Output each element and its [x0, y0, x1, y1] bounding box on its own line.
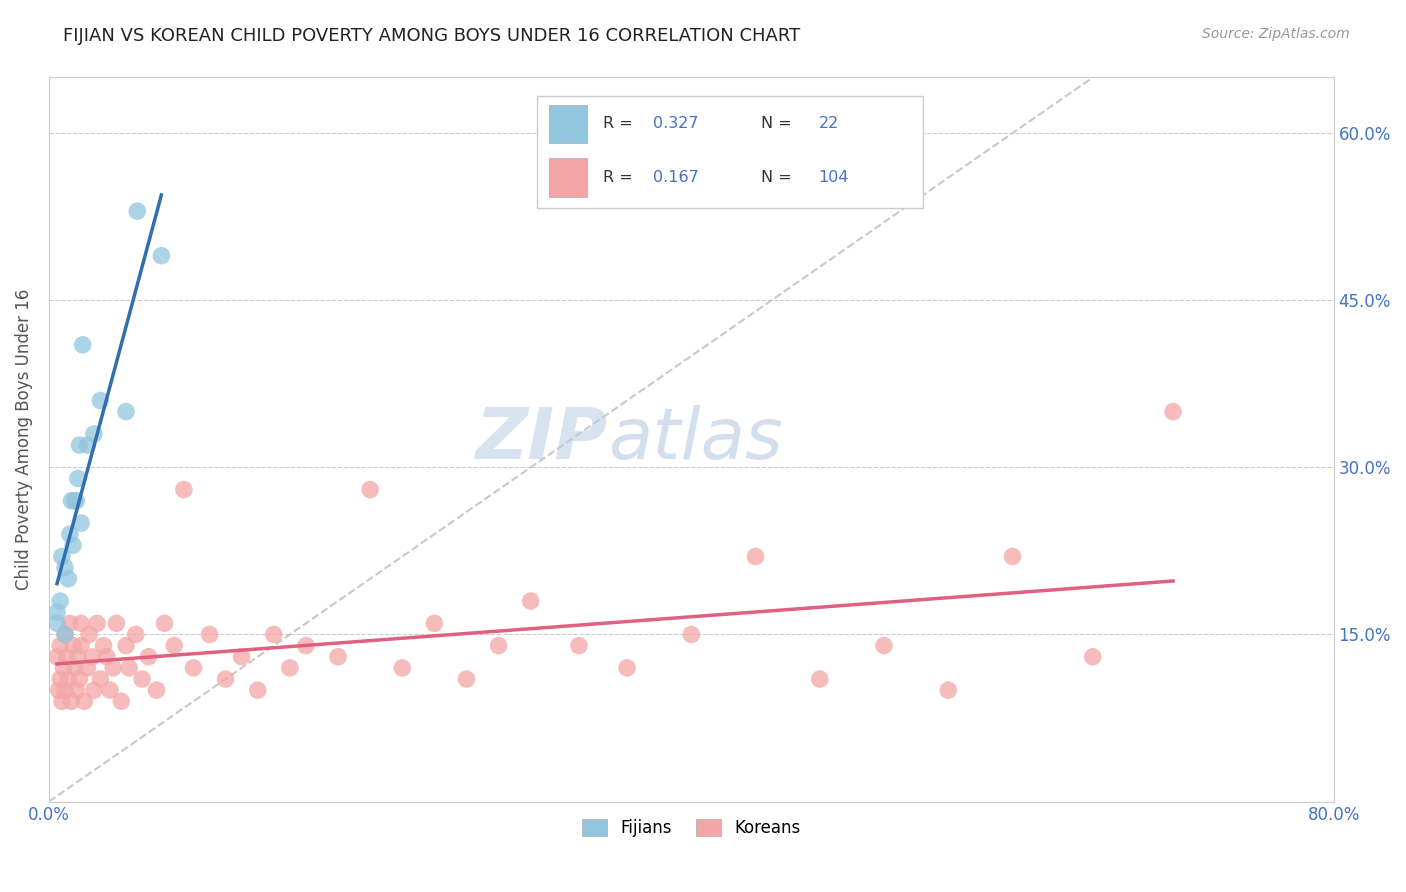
Point [49, 594, 72, 608]
Point [153, 616, 176, 631]
Point [53, 627, 76, 641]
Point [76, 661, 98, 675]
Point [66, 649, 89, 664]
Point [1001, 549, 1024, 564]
Point [138, 649, 160, 664]
Point [125, 627, 148, 641]
Point [214, 672, 236, 686]
Point [58, 572, 80, 586]
Point [1161, 404, 1184, 418]
Point [76, 438, 98, 452]
Point [115, 639, 138, 653]
Point [46, 616, 69, 631]
Point [59, 527, 82, 541]
Text: Source: ZipAtlas.com: Source: ZipAtlas.com [1202, 27, 1350, 41]
Point [110, 694, 132, 708]
Point [49, 672, 72, 686]
Point [82, 649, 104, 664]
Point [936, 683, 959, 698]
Point [163, 639, 186, 653]
Point [83, 683, 105, 698]
Point [51, 694, 73, 708]
Point [46, 649, 69, 664]
Point [456, 672, 478, 686]
Point [51, 549, 73, 564]
Point [62, 538, 84, 552]
Point [150, 249, 173, 263]
Point [359, 483, 381, 497]
Point [173, 483, 195, 497]
Point [89, 672, 111, 686]
Point [488, 639, 510, 653]
Point [73, 694, 96, 708]
Point [1081, 649, 1104, 664]
Point [62, 639, 84, 653]
Point [131, 672, 153, 686]
Point [278, 661, 301, 675]
Point [744, 549, 766, 564]
Point [86, 616, 108, 631]
Point [96, 649, 118, 664]
Point [65, 493, 87, 508]
Point [72, 338, 94, 352]
Point [873, 639, 896, 653]
Point [48, 683, 70, 698]
Point [69, 438, 91, 452]
Point [89, 393, 111, 408]
Point [55, 649, 77, 664]
Point [231, 649, 253, 664]
Point [83, 426, 105, 441]
Point [60, 493, 83, 508]
Point [70, 516, 93, 530]
Point [105, 616, 128, 631]
Y-axis label: Child Poverty Among Boys Under 16: Child Poverty Among Boys Under 16 [15, 289, 32, 591]
Point [53, 683, 76, 698]
Point [198, 627, 221, 641]
Point [46, 605, 69, 619]
Legend: Fijians, Koreans: Fijians, Koreans [575, 813, 807, 844]
Point [98, 683, 121, 698]
Point [53, 627, 76, 641]
Point [616, 661, 638, 675]
Text: atlas: atlas [607, 405, 782, 474]
Point [127, 204, 149, 219]
Point [115, 404, 138, 418]
Point [49, 639, 72, 653]
Point [103, 661, 125, 675]
Text: ZIP: ZIP [475, 405, 607, 474]
Point [52, 661, 75, 675]
Point [263, 627, 285, 641]
Point [60, 694, 83, 708]
Point [63, 661, 86, 675]
Point [391, 661, 413, 675]
Point [93, 639, 115, 653]
Point [118, 661, 141, 675]
Point [568, 639, 591, 653]
Point [66, 471, 89, 485]
Point [519, 594, 541, 608]
Point [70, 639, 93, 653]
Point [183, 661, 205, 675]
Point [69, 672, 91, 686]
Point [423, 616, 446, 631]
Point [70, 616, 93, 631]
Point [295, 639, 318, 653]
Point [58, 672, 80, 686]
Point [808, 672, 831, 686]
Point [77, 627, 100, 641]
Point [246, 683, 269, 698]
Point [65, 683, 87, 698]
Point [59, 616, 82, 631]
Point [53, 560, 76, 574]
Text: FIJIAN VS KOREAN CHILD POVERTY AMONG BOYS UNDER 16 CORRELATION CHART: FIJIAN VS KOREAN CHILD POVERTY AMONG BOY… [63, 27, 800, 45]
Point [63, 493, 86, 508]
Point [326, 649, 349, 664]
Point [681, 627, 703, 641]
Point [145, 683, 167, 698]
